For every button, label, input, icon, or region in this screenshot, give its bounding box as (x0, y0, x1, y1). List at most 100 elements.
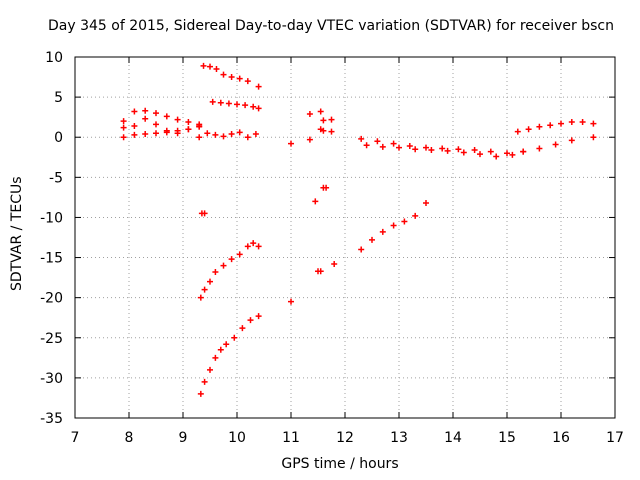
data-point (401, 218, 408, 225)
x-tick-label: 8 (125, 430, 134, 446)
data-point (174, 127, 181, 134)
data-point (460, 149, 467, 156)
data-point (225, 100, 232, 107)
data-point (390, 140, 397, 147)
data-point (196, 123, 203, 130)
data-point (525, 126, 532, 133)
data-point (423, 200, 429, 207)
data-point (288, 298, 294, 305)
x-tick-label: 16 (552, 430, 570, 446)
data-point (231, 334, 238, 341)
data-point (406, 143, 413, 150)
grid-lines (75, 57, 615, 418)
data-point (444, 147, 451, 154)
data-point (244, 134, 251, 141)
y-tick-label: -35 (40, 411, 63, 427)
data-point (504, 150, 510, 157)
data-point (320, 117, 327, 124)
data-point (358, 246, 365, 253)
data-point (255, 313, 262, 320)
y-tick-label: -30 (40, 371, 63, 387)
data-point (220, 262, 227, 269)
data-point (142, 131, 149, 138)
x-tick-label: 7 (71, 430, 80, 446)
data-point (536, 123, 543, 130)
data-point (236, 129, 243, 136)
data-point (153, 121, 159, 128)
x-tick-label: 15 (498, 430, 516, 446)
data-point (396, 144, 402, 151)
data-point (317, 268, 324, 275)
data-point (142, 107, 149, 114)
data-point (228, 74, 235, 81)
data-point (207, 366, 213, 373)
data-point (320, 127, 327, 134)
data-point (236, 251, 243, 258)
data-point (197, 390, 204, 397)
data-point (250, 103, 257, 110)
data-point (520, 148, 527, 155)
data-point (131, 131, 138, 138)
data-point (209, 98, 216, 105)
data-point (163, 113, 170, 120)
data-point (590, 120, 597, 127)
data-point (255, 83, 262, 90)
data-point (509, 151, 516, 158)
data-point (200, 62, 207, 69)
data-point (579, 118, 586, 125)
data-point (547, 122, 554, 129)
data-point (236, 75, 243, 82)
data-point (493, 153, 500, 160)
y-tick-label: 0 (54, 130, 63, 146)
data-point (207, 63, 213, 70)
data-point (120, 134, 127, 141)
data-point (247, 317, 254, 324)
data-point (423, 144, 429, 151)
plot-frame (74, 56, 616, 419)
data-point (255, 243, 262, 250)
data-point (412, 212, 419, 219)
data-point (239, 325, 246, 332)
data-point (153, 130, 159, 137)
y-tick-label: -5 (49, 170, 63, 186)
data-point (142, 115, 149, 122)
y-tick-label: -25 (40, 331, 63, 347)
data-point (228, 256, 235, 263)
data-point (242, 102, 249, 109)
data-point (369, 236, 375, 243)
data-point (223, 341, 230, 348)
data-point (428, 147, 435, 154)
data-point (552, 141, 559, 148)
data-point (197, 294, 204, 301)
data-point (471, 147, 478, 154)
data-point (331, 260, 338, 267)
data-point (306, 136, 313, 143)
data-point (390, 222, 397, 229)
data-point (255, 105, 262, 112)
data-point (439, 145, 446, 152)
data-point (487, 148, 494, 155)
y-tick-label: -20 (40, 291, 63, 307)
data-point (174, 116, 181, 123)
data-point (558, 120, 564, 127)
data-point (196, 134, 203, 141)
data-point (514, 128, 521, 135)
data-point (374, 138, 381, 145)
data-point (379, 228, 386, 235)
data-point (317, 108, 324, 115)
data-point (252, 131, 259, 138)
x-tick-label: 17 (606, 430, 624, 446)
data-point (213, 66, 220, 73)
x-tick-label: 13 (390, 430, 408, 446)
data-point (201, 286, 208, 293)
x-tick-label: 11 (282, 430, 300, 446)
data-point (212, 268, 219, 275)
data-point (250, 240, 257, 247)
data-point (328, 128, 335, 135)
data-point (212, 131, 219, 138)
tick-labels: 7 8 9 10 11 12 13 14 15 16 17 10 5 0 -5 -10 -15 -20 -25 -30… (40, 50, 624, 446)
data-point (234, 101, 240, 108)
data-point (590, 134, 597, 141)
data-point (455, 146, 462, 153)
